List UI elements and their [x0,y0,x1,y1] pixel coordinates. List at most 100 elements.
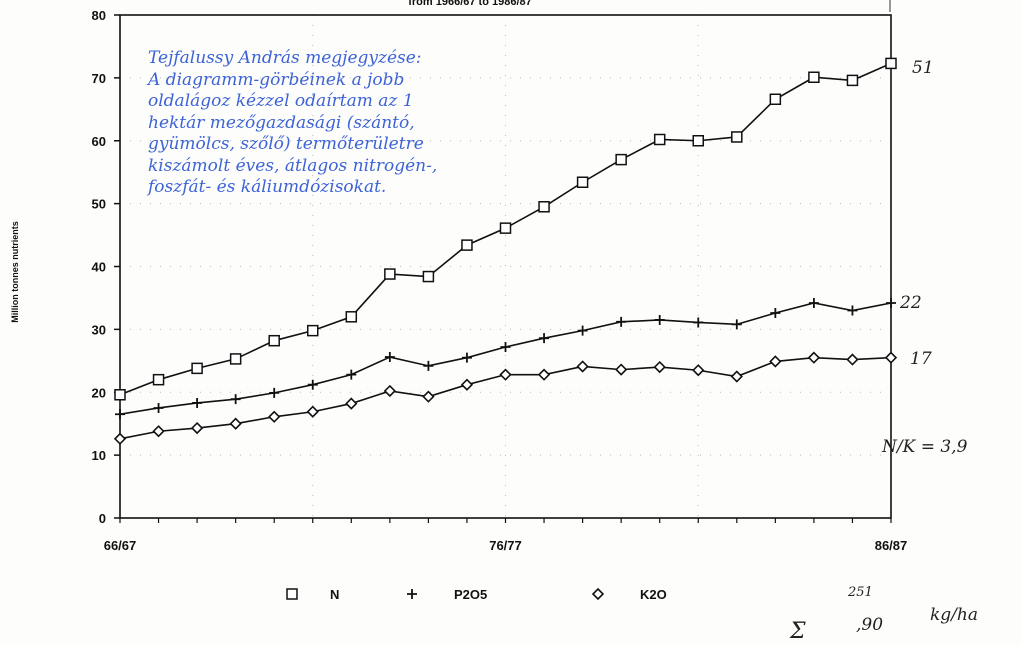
point-square [191,362,203,375]
point-square [653,133,666,146]
y-tick-label: 80 [92,8,106,23]
point-square [576,176,589,188]
k-handwritten-value: 17 [910,349,932,369]
y-tick-label: 0 [99,511,106,526]
x-axis: 66/67 76/77 86/87 [104,518,908,553]
point-plus [384,352,395,363]
legend: N P2O5 K2O [286,587,667,602]
point-diamond [345,397,358,410]
point-plus [153,402,164,413]
point-square [499,222,512,234]
sum-bottom: ,90 [856,615,883,635]
point-square [731,131,743,143]
point-diamond [846,353,859,366]
point-square [345,311,358,323]
point-plus [731,319,742,330]
point-square [615,153,627,166]
point-square [846,74,859,87]
point-square [692,135,704,147]
point-plus [230,394,241,405]
point-square [422,270,435,283]
sum-symbol: Σ [789,619,806,644]
point-diamond [229,417,242,430]
point-square [538,201,550,213]
note-line: gyümölcs, szőlő) termőterületre [148,134,424,154]
point-plus [269,387,280,398]
x-tick-label: 66/67 [104,538,137,553]
y-tick-label: 70 [92,71,106,86]
point-plus [693,317,704,328]
point-diamond [576,360,589,373]
point-plus [577,325,588,336]
point-square [307,324,319,337]
unit-kg-ha: kg/ha [930,605,978,625]
x-tick-label: 86/87 [875,538,908,553]
point-square [286,588,298,600]
point-diamond [268,410,281,423]
point-square [808,71,820,83]
note-line: kiszámolt éves, átlagos nitrogén-, [148,155,438,176]
note-line: foszfát- és káliumdózisokat. [148,177,387,197]
y-axis-label: Million tonnes nutrients [10,221,20,323]
ratio-handwritten: N/K = 3,9 [881,437,968,457]
n-handwritten-value: 51 [912,58,934,78]
point-plus [886,297,896,308]
sum-top: 251 [847,585,873,600]
y-tick-label: 40 [92,260,106,275]
legend-label: P2O5 [454,587,487,602]
p-handwritten-value: 22 [899,293,922,313]
point-diamond [615,363,628,376]
point-diamond [591,587,605,601]
legend-item-N: N [286,587,339,602]
point-diamond [884,351,898,364]
point-square [461,239,473,251]
point-diamond [306,405,319,418]
y-tick-label: 50 [92,197,106,212]
point-plus [770,308,781,319]
point-plus [808,297,819,308]
point-plus [192,397,203,408]
y-tick-label: 10 [92,448,106,463]
point-diamond [152,425,165,438]
point-diamond [653,360,666,374]
point-diamond [807,351,821,364]
point-square [769,93,782,106]
point-plus [115,409,125,420]
y-tick-label: 20 [92,385,106,400]
annotation-note: Tejfalussy András megjegyzése: A diagram… [148,48,508,199]
series-K2O [113,351,898,445]
point-plus [461,352,472,363]
y-tick-label: 30 [92,322,106,337]
point-square [384,268,396,280]
point-diamond [692,364,705,377]
point-plus [500,341,511,352]
point-diamond [730,370,743,383]
point-plus [847,305,858,316]
point-diamond [769,355,782,368]
series-layer [113,57,898,445]
y-axis: 0 10 20 30 40 50 60 70 80 [92,8,120,526]
note-line: oldalágoz kézzel odaírtam az 1 [148,91,414,111]
point-diamond [537,368,551,381]
point-plus [654,314,665,325]
legend-label: N [330,587,339,602]
point-square [152,373,165,386]
point-plus [407,589,417,599]
point-diamond [113,432,127,445]
legend-label: K2O [640,587,667,602]
point-plus [539,333,550,344]
point-plus [616,316,627,327]
point-diamond [460,378,474,391]
point-diamond [499,368,512,381]
legend-item-K2O: K2O [591,587,667,602]
point-plus [307,379,318,390]
point-square [268,334,280,347]
point-plus [423,360,434,371]
y-tick-label: 60 [92,134,106,149]
point-diamond [190,421,204,435]
note-line: A diagramm-görbéinek a jobb [148,69,405,90]
point-diamond [383,384,396,398]
point-square [114,389,126,401]
point-square [885,57,897,70]
